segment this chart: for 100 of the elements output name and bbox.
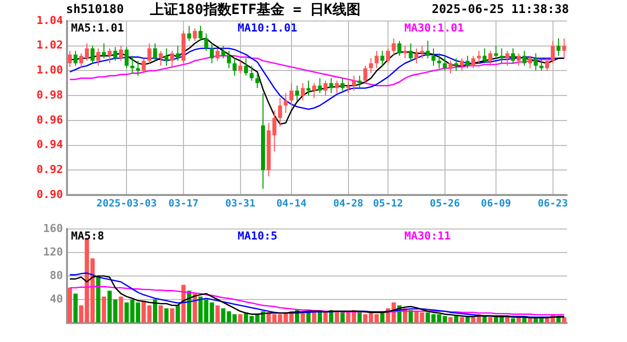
candlestick (516, 52, 521, 66)
candlestick (397, 40, 402, 56)
candlestick (511, 48, 516, 64)
candlestick (244, 58, 248, 76)
y-tick-label: 40 (50, 292, 63, 306)
bar (96, 276, 100, 322)
x-tick-label: 04-14 (276, 198, 306, 210)
bar (312, 312, 316, 322)
bar (215, 305, 220, 322)
candlestick (113, 46, 118, 62)
candlestick (187, 25, 192, 42)
candlestick (118, 45, 123, 62)
candlestick (102, 42, 106, 59)
candlestick (238, 60, 242, 74)
series-label: MA5:1.01 (71, 21, 124, 34)
text: sh510180 (66, 2, 124, 16)
candlestick (476, 50, 481, 64)
candlestick (448, 60, 453, 74)
candlestick (437, 52, 442, 69)
bar (448, 317, 453, 322)
bar (164, 308, 169, 322)
candlestick (426, 40, 430, 59)
candlestick (334, 80, 339, 94)
bar (300, 312, 305, 322)
candlestick (289, 82, 294, 106)
bar (170, 308, 174, 322)
bar (238, 314, 242, 322)
bar (340, 312, 345, 322)
y-tick-label: 80 (50, 268, 63, 282)
candlestick (528, 55, 532, 69)
candlestick (329, 78, 334, 94)
bar (562, 317, 566, 322)
candlestick (340, 78, 345, 92)
candlestick (324, 80, 328, 96)
series-label: MA10:1.01 (238, 21, 298, 34)
candlestick (84, 42, 89, 62)
candlestick (90, 45, 95, 64)
candlestick (192, 28, 197, 42)
y-tick-label: 0.98 (36, 88, 63, 102)
y-tick-label: 1.02 (36, 38, 63, 52)
bar (488, 317, 492, 322)
y-tick-label: 1.04 (36, 14, 64, 27)
candlestick (545, 58, 550, 72)
bar (102, 296, 106, 322)
candlestick (352, 75, 356, 92)
candlestick (539, 58, 544, 72)
candlestick (562, 38, 566, 59)
candlestick (358, 75, 362, 89)
candlestick (460, 58, 464, 72)
bar (357, 312, 362, 322)
bar (73, 294, 78, 322)
candlestick (176, 45, 180, 62)
bar (158, 305, 163, 322)
candlestick (136, 60, 140, 76)
candlestick (68, 50, 72, 68)
candlestick (108, 48, 112, 64)
candlestick (500, 48, 504, 64)
text: MA30:1.01 (404, 21, 464, 34)
candlestick (442, 55, 447, 72)
candlestick (318, 78, 322, 94)
candlestick (312, 82, 316, 99)
x-tick-label: 05-12 (372, 198, 404, 210)
bar (68, 288, 72, 322)
x-tick-label: 04-28 (333, 198, 364, 210)
candlestick (96, 48, 100, 66)
x-tick-label: 03-17 (168, 198, 199, 210)
candlestick (272, 110, 276, 152)
candlestick (226, 50, 231, 69)
candlestick (420, 45, 424, 59)
candlestick (255, 72, 260, 89)
text: MA10:5 (238, 229, 278, 242)
candlestick (278, 98, 282, 128)
x-tick-label: 2025-03-03 (96, 198, 157, 210)
bar (505, 317, 510, 322)
candlestick (300, 82, 305, 102)
candlestick (232, 58, 237, 76)
chart-title: 上证180指数ETF基金 = 日K线图 (150, 1, 360, 19)
candlestick (488, 50, 492, 66)
candlestick (210, 42, 214, 64)
candlestick (414, 48, 418, 64)
candlestick (306, 80, 310, 96)
candlestick (153, 42, 158, 62)
y-tick-label: 120 (43, 245, 63, 258)
candlestick (392, 38, 396, 56)
y-tick-label: 0.92 (36, 163, 63, 176)
text: MA30:11 (404, 229, 452, 242)
text: 2025-06-25 11:38:38 (432, 2, 569, 16)
candlestick (482, 48, 487, 64)
candlestick (204, 32, 208, 52)
candlestick (124, 46, 129, 69)
candlestick (363, 65, 368, 84)
bar (380, 312, 384, 322)
candlestick (368, 58, 373, 74)
candlestick (380, 50, 384, 66)
y-tick-label: 0.96 (36, 113, 64, 126)
candlestick (170, 50, 174, 69)
candlestick (494, 45, 498, 59)
candlestick (550, 40, 555, 64)
candlestick (142, 58, 146, 74)
y-tick-label: 1.00 (36, 64, 63, 77)
